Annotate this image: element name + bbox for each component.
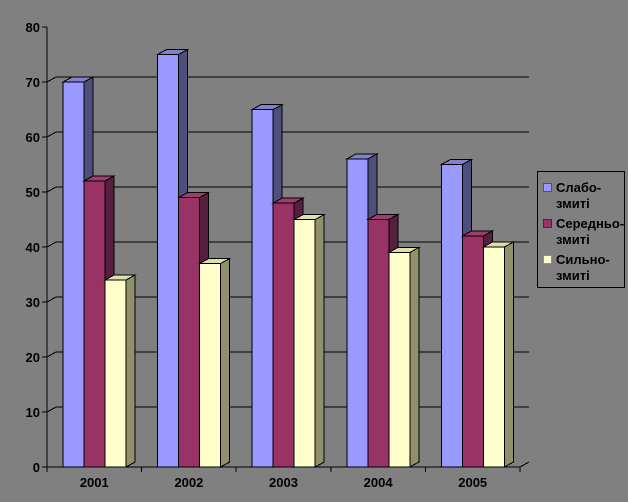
bar-2005-series-2[interactable] bbox=[481, 241, 516, 468]
legend-label-line: змиті bbox=[556, 268, 590, 283]
bar-2002-series-2[interactable] bbox=[197, 257, 232, 468]
bar-side-face bbox=[125, 274, 136, 468]
bar-front-face bbox=[346, 158, 369, 468]
legend-label-seredno-zmyti: Середньо-змиті bbox=[556, 216, 624, 248]
bar-front-face bbox=[388, 252, 411, 468]
legend-item-seredno-zmyti[interactable]: Середньо-змиті bbox=[543, 216, 624, 248]
y-axis-label: 60 bbox=[26, 130, 40, 145]
bar-side-face bbox=[503, 241, 514, 468]
bar-front-face bbox=[199, 263, 222, 468]
legend-item-slabo-zmyti[interactable]: Слабо-змиті bbox=[543, 180, 622, 212]
wall-diagonal bbox=[46, 296, 57, 303]
legend-swatch-seredno-zmyti bbox=[543, 219, 552, 228]
bar-front-face bbox=[440, 164, 463, 468]
x-axis-label: 2001 bbox=[80, 475, 109, 490]
bar-front-face bbox=[293, 219, 316, 468]
legend-swatch-sylno-zmyti bbox=[543, 255, 552, 264]
bar-2001-series-2[interactable] bbox=[103, 274, 137, 468]
bar-front-face bbox=[251, 109, 274, 468]
y-axis-label: 20 bbox=[26, 350, 40, 365]
bar-front-face bbox=[272, 202, 295, 468]
legend-label-slabo-zmyti: Слабо-змиті bbox=[556, 180, 601, 212]
wall-diagonal bbox=[46, 131, 57, 138]
legend-label-line: змиті bbox=[556, 232, 590, 247]
floor-edge-diagonal bbox=[519, 461, 530, 468]
bar-side-face bbox=[220, 257, 231, 468]
x-axis-label: 2003 bbox=[269, 475, 298, 490]
bar-front-face bbox=[104, 279, 127, 468]
legend-label-line: Середньо- bbox=[556, 216, 625, 231]
y-axis-label: 80 bbox=[26, 20, 40, 35]
wall-diagonal bbox=[46, 406, 57, 413]
bar-front-face bbox=[367, 219, 390, 468]
bar-front-face bbox=[62, 81, 85, 468]
legend-swatch-slabo-zmyti bbox=[543, 183, 552, 192]
bar-2003-series-2[interactable] bbox=[292, 213, 327, 468]
legend-label-sylno-zmyti: Сильно-змиті bbox=[556, 252, 610, 284]
y-axis-label: 50 bbox=[26, 185, 40, 200]
wall-diagonal bbox=[46, 351, 57, 358]
legend-label-line: Слабо- bbox=[556, 180, 602, 195]
y-axis-label: 30 bbox=[26, 295, 40, 310]
legend-item-sylno-zmyti[interactable]: Сильно-змиті bbox=[543, 252, 622, 284]
bar-front-face bbox=[83, 180, 106, 468]
wall-diagonal bbox=[46, 76, 57, 83]
x-axis-label: 2002 bbox=[174, 475, 203, 490]
bar-side-face bbox=[314, 213, 325, 468]
y-axis-label: 40 bbox=[26, 240, 40, 255]
y-axis-label: 10 bbox=[26, 405, 40, 420]
y-axis-label: 70 bbox=[26, 75, 40, 90]
wall-diagonal bbox=[46, 186, 57, 193]
bar-front-face bbox=[157, 54, 180, 468]
y-axis-label: 0 bbox=[33, 460, 40, 475]
bar-2004-series-2[interactable] bbox=[386, 246, 421, 468]
x-axis-label: 2004 bbox=[364, 475, 394, 490]
wall-diagonal bbox=[46, 241, 57, 248]
legend-label-line: змиті bbox=[556, 196, 590, 211]
bar-side-face bbox=[409, 246, 420, 468]
x-axis-label: 2005 bbox=[458, 475, 487, 490]
bar-front-face bbox=[482, 246, 505, 468]
chart-legend[interactable]: Слабо-змиті Середньо-змиті Сильно-змиті bbox=[537, 171, 625, 288]
bar-front-face bbox=[461, 235, 484, 468]
legend-label-line: Сильно- bbox=[556, 252, 610, 267]
bar-front-face bbox=[178, 197, 201, 468]
